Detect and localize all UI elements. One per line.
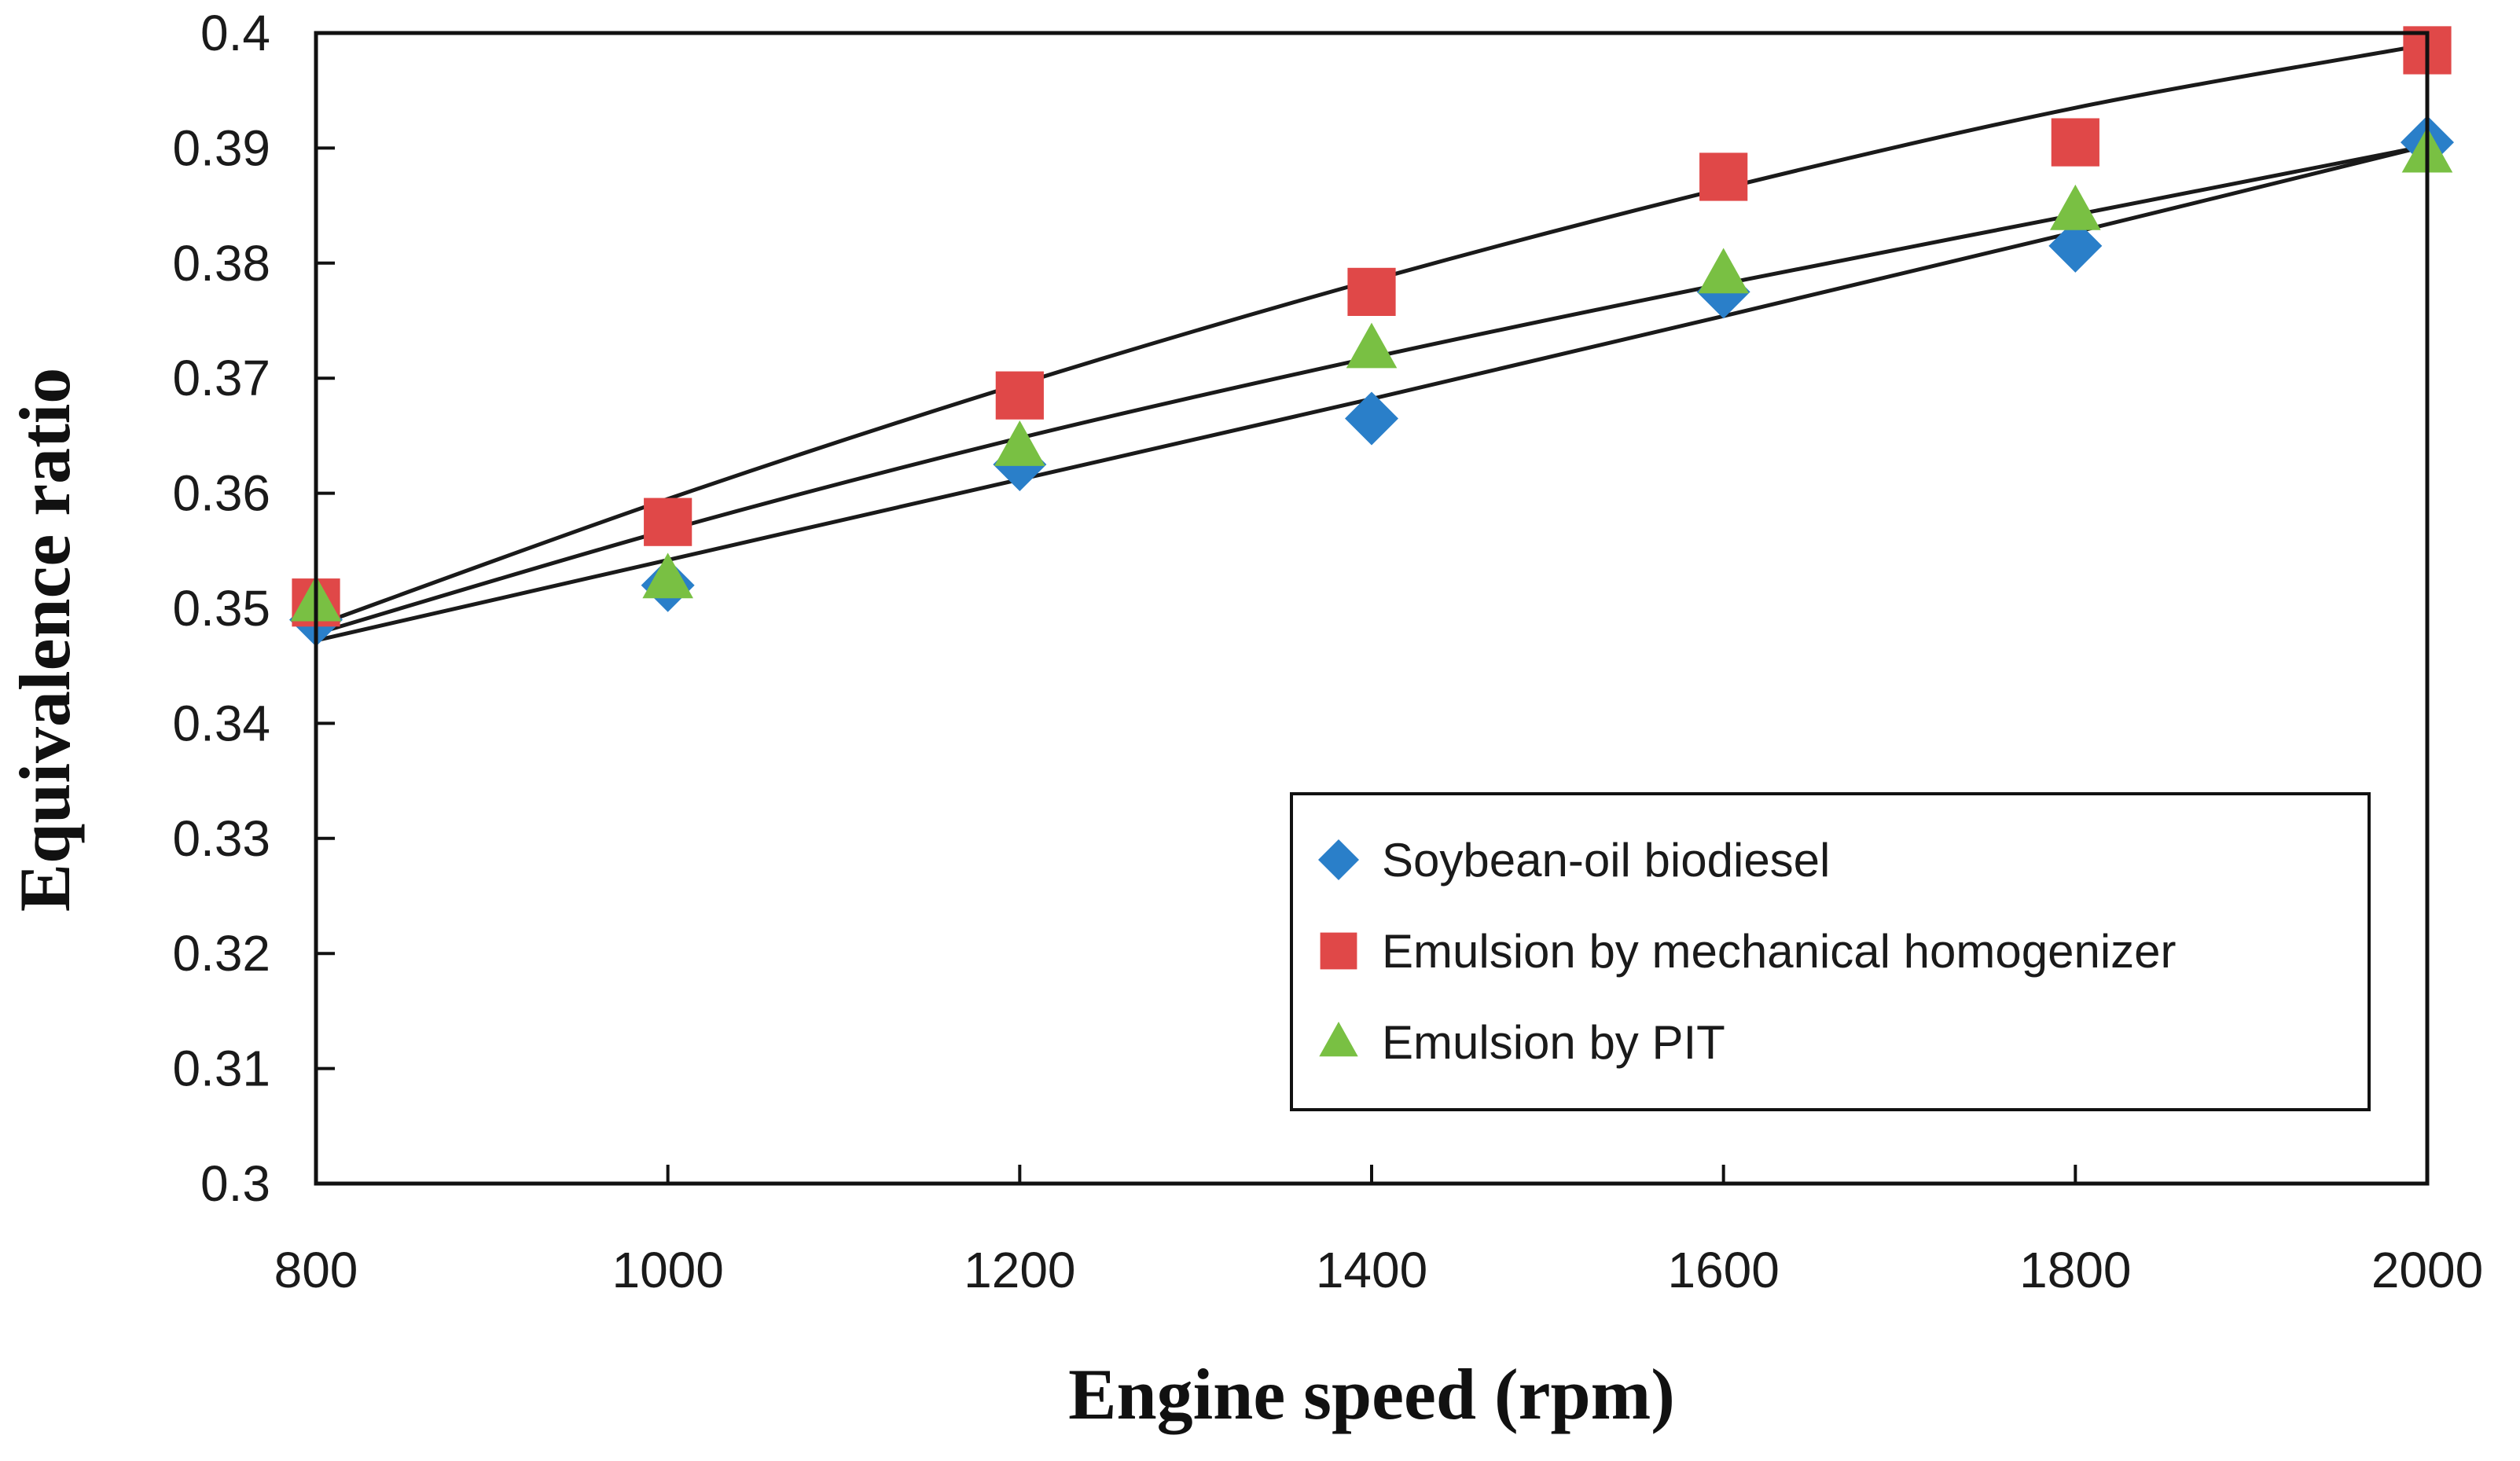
y-tick-label: 0.36 [172, 465, 270, 522]
x-tick-label: 1600 [1667, 1242, 1779, 1298]
x-axis-ticks: 800 1000 1200 1400 1600 1800 2000 [274, 1165, 2483, 1298]
y-tick-label: 0.34 [172, 695, 270, 751]
data-point-triangle [642, 552, 693, 599]
legend-label-emulsion-by-pit: Emulsion by PIT [1382, 1016, 1725, 1069]
data-point-triangle [2050, 184, 2101, 230]
legend-symbol-square [1320, 932, 1357, 970]
legend-symbols [1318, 839, 1359, 1057]
data-point-square [1699, 152, 1748, 201]
legend-symbol-triangle [1319, 1022, 1358, 1057]
x-tick-label: 1000 [612, 1242, 723, 1298]
data-point-square [1347, 267, 1396, 316]
data-point-triangle [1698, 248, 1749, 294]
legend: Soybean-oil biodiesel Emulsion by mechan… [1290, 792, 2371, 1111]
y-tick-label: 0.37 [172, 350, 270, 406]
data-point-triangle [1346, 322, 1398, 369]
y-tick-label: 0.3 [200, 1155, 270, 1212]
y-tick-label: 0.39 [172, 119, 270, 176]
x-axis-title: Engine speed (rpm) [1068, 1354, 1675, 1434]
y-tick-label: 0.33 [172, 810, 270, 867]
legend-label-soybean-oil-biodiesel: Soybean-oil biodiesel [1382, 834, 1830, 887]
y-tick-label: 0.32 [172, 925, 270, 982]
data-point-triangle [994, 420, 1045, 466]
legend-box [1290, 792, 2371, 1111]
y-tick-label: 0.38 [172, 235, 270, 292]
x-tick-label: 1800 [2019, 1242, 2131, 1298]
plot-area-frame [314, 31, 2430, 1186]
y-tick-label: 0.4 [200, 5, 270, 61]
legend-label-emulsion-by-mechanical-homogenizer: Emulsion by mechanical homogenizer [1382, 925, 2177, 978]
y-tick-label: 0.35 [172, 580, 270, 637]
data-point-square [644, 497, 692, 546]
data-point-diamond [1345, 391, 1398, 446]
y-tick-label: 0.31 [172, 1041, 270, 1097]
x-tick-label: 800 [274, 1242, 358, 1298]
x-tick-label: 2000 [2371, 1242, 2483, 1298]
x-tick-label: 1200 [964, 1242, 1075, 1298]
y-axis-title: Equivalence ratio [5, 368, 85, 912]
x-tick-label: 1400 [1316, 1242, 1427, 1298]
legend-symbol-diamond [1318, 839, 1359, 880]
data-point-square [2051, 118, 2099, 167]
data-point-square [995, 371, 1044, 420]
data-point-diamond [2048, 218, 2103, 273]
data-markers [289, 26, 2454, 647]
y-axis-ticks: 0.3 0.31 0.32 0.33 0.34 0.35 0.36 0.37 0.38 0.39 0… [172, 5, 335, 1212]
